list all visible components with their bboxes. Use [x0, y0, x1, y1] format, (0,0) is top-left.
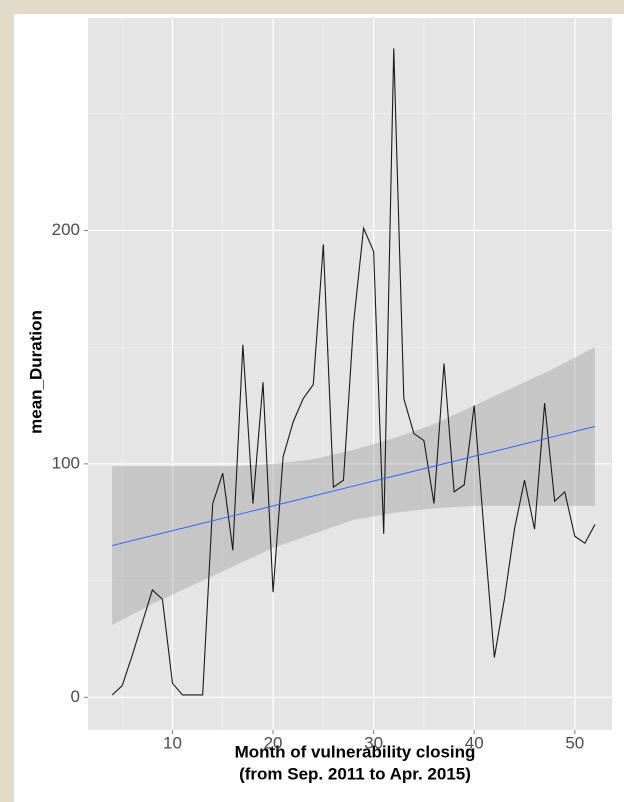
x-tick-label: 10 [163, 733, 182, 752]
fit-line [112, 426, 596, 547]
y-tick-label: 0 [71, 687, 80, 706]
y-tick-label: 200 [52, 220, 80, 239]
x-tick-label: 30 [364, 733, 383, 752]
x-axis-label: (from Sep. 2011 to Apr. 2015) [239, 764, 471, 783]
y-tick-label: 100 [52, 453, 80, 472]
data-line [111, 48, 596, 696]
x-axis-label: Month of vulnerability closing [235, 742, 476, 761]
x-tick-label: 20 [264, 733, 283, 752]
x-tick-label: 50 [565, 733, 584, 752]
y-axis-label: mean_Duration [26, 310, 45, 434]
x-tick-label: 40 [465, 733, 484, 752]
